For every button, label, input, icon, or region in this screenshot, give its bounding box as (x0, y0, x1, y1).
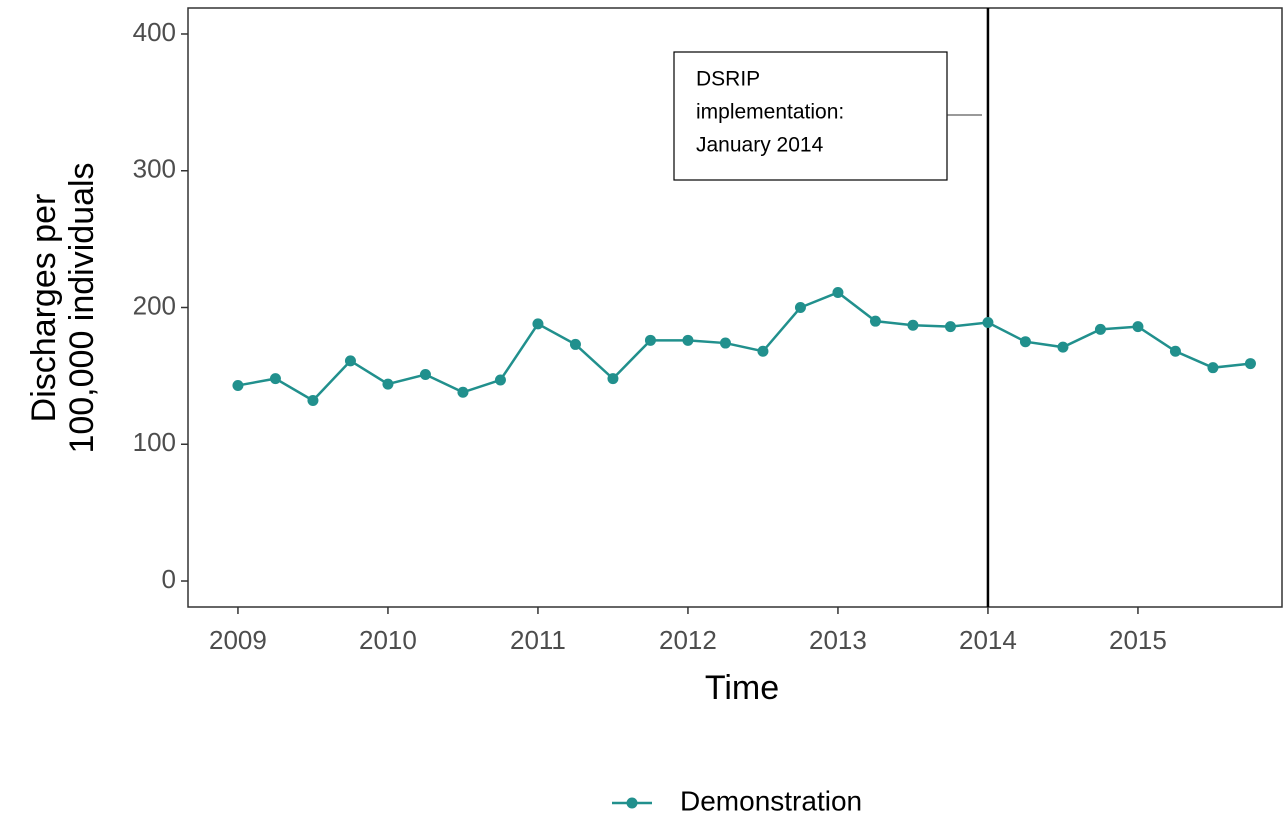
y-axis-title: 100,000 individuals (63, 162, 101, 453)
data-point (794, 302, 806, 313)
data-point (1244, 358, 1256, 370)
annotation-text: DSRIP (696, 68, 760, 91)
legend-label: Demonstration (680, 785, 862, 816)
data-point (269, 373, 281, 385)
annotation-box (673, 51, 948, 181)
data-point (344, 355, 356, 367)
annotation-text: implementation: (696, 101, 844, 124)
data-point (869, 315, 881, 327)
data-point (757, 345, 769, 357)
x-axis-title: Time (705, 669, 779, 707)
x-tick-label: 2014 (959, 625, 1017, 655)
data-point (1207, 362, 1219, 374)
x-tick-label: 2015 (1109, 625, 1167, 655)
data-point (232, 379, 244, 391)
data-point (719, 337, 731, 349)
x-tick-label: 2013 (809, 625, 867, 655)
data-point (907, 319, 919, 331)
data-point (382, 378, 394, 390)
data-point (307, 394, 319, 406)
y-tick-label: 200 (133, 290, 176, 320)
data-point (532, 318, 544, 330)
data-point (457, 386, 469, 398)
legend-marker (626, 797, 638, 809)
y-tick-label: 100 (133, 427, 176, 457)
data-point (607, 373, 619, 385)
y-tick-label: 300 (133, 154, 176, 184)
y-tick-label: 400 (133, 17, 176, 47)
data-point (944, 321, 956, 333)
data-point (1169, 345, 1181, 357)
annotation-text: January 2014 (696, 134, 824, 157)
data-point (982, 317, 994, 329)
data-point (569, 338, 581, 350)
series-line (237, 291, 1251, 403)
x-tick-label: 2012 (659, 625, 717, 655)
data-point (644, 334, 656, 346)
data-point (1132, 321, 1144, 333)
data-point (1094, 323, 1106, 335)
data-point (494, 374, 506, 386)
data-point (1057, 341, 1069, 353)
data-point (682, 334, 694, 346)
y-axis-title: Discharges per (25, 194, 63, 423)
x-tick-label: 2010 (359, 625, 417, 655)
data-point (832, 286, 844, 298)
x-tick-label: 2011 (510, 625, 566, 655)
data-point (419, 369, 431, 381)
y-tick-label: 0 (162, 564, 176, 594)
data-point (1019, 336, 1031, 348)
x-tick-label: 2009 (209, 625, 267, 655)
